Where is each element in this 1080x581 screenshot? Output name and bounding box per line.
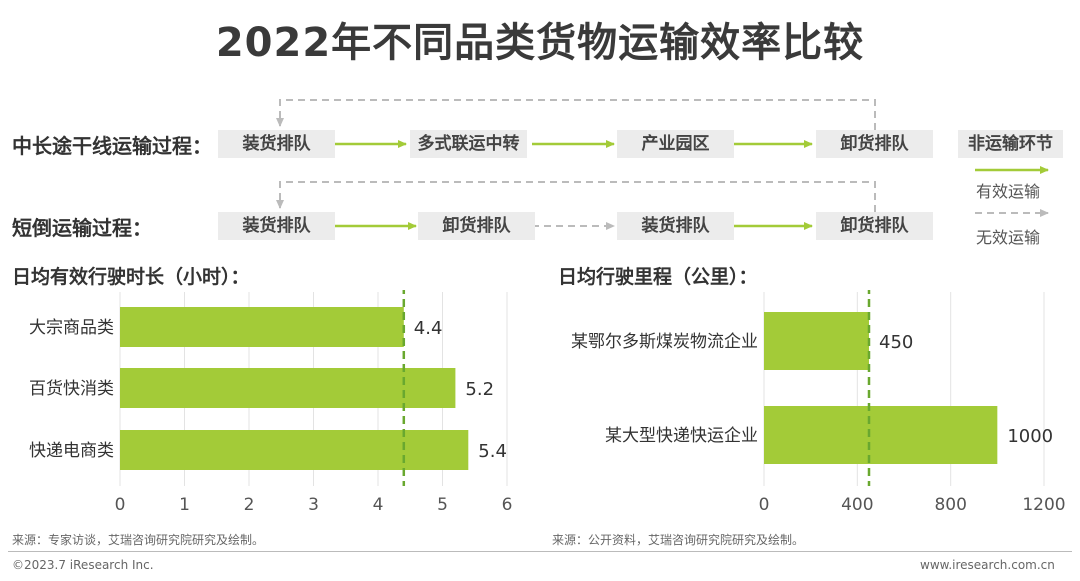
right-bar-chart: 0 400 800 1200 某鄂尔多斯煤炭物流企业 450 某大型快递快运企业 1000 [571,290,1066,515]
x-tick-label: 3 [308,495,319,515]
x-tick-label: 5 [437,495,448,515]
short-step-1: 装货排队 [218,212,335,240]
process-diagram [276,99,1049,230]
long-loop-connector [276,99,876,130]
x-tick-label: 400 [841,495,873,515]
long-step-1: 装货排队 [218,130,335,158]
legend-ineffective-label: 无效运输 [976,228,1041,247]
short-loop-connector [276,181,876,212]
category-label: 快递电商类 [29,441,114,461]
short-step-2: 卸货排队 [418,212,535,240]
legend-effective-label: 有效运输 [976,182,1041,201]
long-step-3: 产业园区 [617,130,734,158]
category-label: 某大型快递快运企业 [605,426,758,446]
long-process-label: 中长途干线运输过程： [12,134,212,158]
long-step-4: 卸货排队 [816,130,933,158]
x-tick-label: 1200 [1022,495,1065,515]
footer-divider [8,551,1072,552]
bar [120,430,469,470]
category-label: 某鄂尔多斯煤炭物流企业 [571,332,758,352]
data-label: 5.2 [465,379,494,400]
bar [764,406,998,464]
short-step-3: 装货排队 [617,212,734,240]
bar [120,368,456,408]
short-process-label: 短倒运输过程： [12,216,152,240]
right-source-note: 来源：公开资料，艾瑞咨询研究院研究及绘制。 [552,533,805,547]
x-tick-label: 800 [934,495,966,515]
x-tick-label: 0 [115,495,126,515]
left-chart-title: 日均有效行驶时长（小时）： [12,266,250,288]
left-bar-chart: 0 1 2 3 4 5 6 大宗商品类 4.4 百货快消类 5.2 快递电商类 5.4 [29,290,513,515]
x-tick-label: 1 [179,495,190,515]
data-label: 5.4 [478,441,507,462]
footer-website: www.iresearch.com.cn [920,558,1055,572]
long-step-2: 多式联运中转 [410,130,527,158]
category-label: 大宗商品类 [29,318,114,338]
page-title: 2022年不同品类货物运输效率比较 [215,20,865,66]
right-chart-title: 日均行驶里程（公里）： [558,266,758,288]
left-source-note: 来源：专家访谈，艾瑞咨询研究院研究及绘制。 [12,533,265,547]
x-tick-label: 4 [373,495,384,515]
x-tick-label: 2 [244,495,255,515]
footer-copyright: ©2023.7 iResearch Inc. [12,558,154,572]
bar [120,307,404,347]
x-tick-label: 0 [759,495,770,515]
legend-box-non-transport: 非运输环节 [958,130,1063,158]
x-tick-label: 6 [502,495,513,515]
short-step-4: 卸货排队 [816,212,933,240]
data-label: 450 [879,332,913,353]
category-label: 百货快消类 [29,379,114,399]
data-label: 4.4 [414,318,443,339]
data-label: 1000 [1007,426,1053,447]
bar [764,312,869,370]
